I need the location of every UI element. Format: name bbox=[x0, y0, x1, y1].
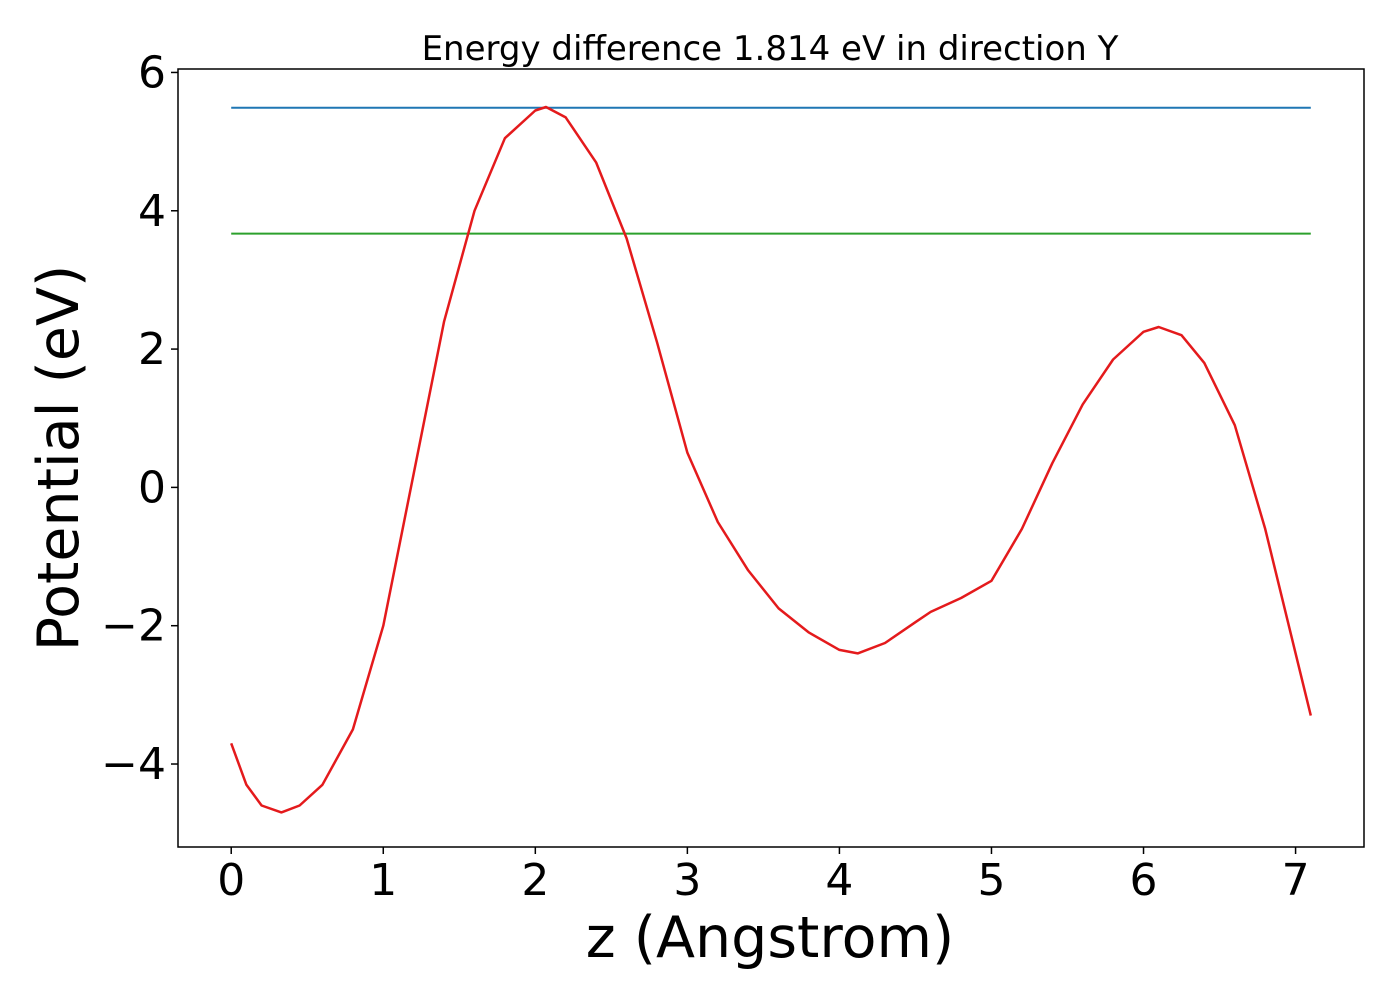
x-tick-label: 1 bbox=[369, 855, 397, 906]
x-tick-label: 0 bbox=[217, 855, 245, 906]
y-tick-label: 0 bbox=[138, 462, 166, 513]
x-axis-ticks: 0 1 2 3 4 5 6 7 bbox=[217, 847, 1310, 906]
y-tick-label: 2 bbox=[138, 324, 166, 375]
y-tick-label: 4 bbox=[138, 186, 166, 237]
series-layer bbox=[230, 105, 1313, 814]
plot-frame bbox=[177, 68, 1365, 848]
x-tick-label: 2 bbox=[521, 855, 549, 906]
series-line-2 bbox=[230, 105, 1313, 814]
x-tick-label: 7 bbox=[1282, 855, 1310, 906]
chart-title: Energy difference 1.814 eV in direction … bbox=[422, 29, 1119, 69]
x-axis-label: z (Angstrom) bbox=[586, 905, 954, 971]
x-tick-label: 6 bbox=[1130, 855, 1158, 906]
x-tick-label: 3 bbox=[673, 855, 701, 906]
y-tick-label: −4 bbox=[101, 739, 166, 790]
y-axis-label: Potential (eV) bbox=[26, 265, 92, 651]
y-tick-label: −2 bbox=[101, 601, 166, 652]
x-tick-label: 4 bbox=[825, 855, 853, 906]
y-axis-ticks: −4 −2 0 2 4 6 bbox=[101, 47, 178, 790]
x-tick-label: 5 bbox=[977, 855, 1005, 906]
y-tick-label: 6 bbox=[138, 47, 166, 98]
